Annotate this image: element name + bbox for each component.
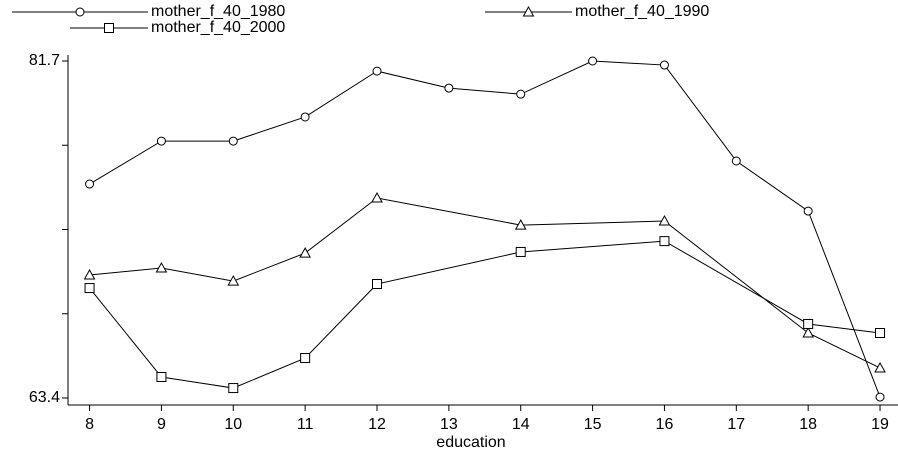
marker xyxy=(802,326,815,338)
y-tick-label: 81.7 xyxy=(29,52,60,69)
marker xyxy=(228,136,238,146)
x-tick-label: 19 xyxy=(871,416,889,433)
marker xyxy=(658,214,671,226)
marker xyxy=(514,219,527,230)
x-tick-label: 13 xyxy=(440,416,458,433)
legend-label: mother_f_40_1990 xyxy=(575,3,709,20)
marker xyxy=(803,318,814,329)
marker xyxy=(588,56,598,66)
marker xyxy=(85,179,95,189)
marker xyxy=(300,353,311,364)
x-tick-label: 17 xyxy=(727,416,745,433)
marker xyxy=(156,372,167,383)
marker xyxy=(516,89,526,99)
marker xyxy=(515,246,526,257)
x-tick-label: 8 xyxy=(85,416,94,433)
legend-label: mother_f_40_2000 xyxy=(151,19,285,36)
x-tick-label: 14 xyxy=(512,416,530,433)
marker xyxy=(875,327,886,338)
marker xyxy=(731,156,741,166)
marker xyxy=(84,283,95,294)
x-tick-label: 10 xyxy=(224,416,242,433)
marker xyxy=(444,83,454,93)
x-axis-label: education xyxy=(436,434,505,451)
marker xyxy=(371,191,383,203)
marker xyxy=(156,136,166,146)
x-tick-label: 9 xyxy=(157,416,166,433)
marker xyxy=(83,268,96,280)
series-line xyxy=(89,240,881,389)
legend-label: mother_f_40_1980 xyxy=(151,3,285,20)
legend-marker xyxy=(522,5,535,17)
marker xyxy=(875,392,885,402)
marker xyxy=(299,247,311,258)
x-tick-label: 11 xyxy=(297,416,314,433)
marker xyxy=(300,112,310,122)
marker xyxy=(155,261,168,273)
y-tick-label: 63.4 xyxy=(29,389,60,406)
x-tick-label: 12 xyxy=(368,416,386,433)
x-tick-label: 16 xyxy=(656,416,674,433)
marker xyxy=(659,236,670,247)
x-tick-label: 18 xyxy=(799,416,817,433)
legend-marker xyxy=(104,23,114,33)
marker xyxy=(659,60,669,70)
marker xyxy=(228,383,239,394)
marker xyxy=(372,279,383,290)
legend-marker xyxy=(75,7,85,17)
marker xyxy=(372,66,382,76)
series-line xyxy=(89,60,881,398)
marker xyxy=(803,206,813,216)
series-line xyxy=(89,197,881,369)
marker xyxy=(874,361,886,373)
marker xyxy=(227,275,240,286)
x-tick-label: 15 xyxy=(584,416,602,433)
